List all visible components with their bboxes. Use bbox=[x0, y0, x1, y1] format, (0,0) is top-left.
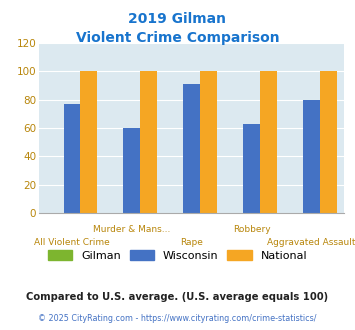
Bar bbox=[124, 128, 140, 213]
Bar bbox=[303, 100, 320, 213]
Text: Aggravated Assault: Aggravated Assault bbox=[267, 238, 355, 247]
Bar bbox=[320, 71, 337, 213]
Bar bbox=[80, 71, 97, 213]
Text: Robbery: Robbery bbox=[233, 225, 271, 234]
Bar bbox=[64, 104, 80, 213]
Text: Rape: Rape bbox=[180, 238, 203, 247]
Bar bbox=[140, 71, 157, 213]
Bar bbox=[260, 71, 277, 213]
Text: All Violent Crime: All Violent Crime bbox=[34, 238, 110, 247]
Bar bbox=[183, 84, 200, 213]
Bar bbox=[243, 124, 260, 213]
Text: 2019 Gilman: 2019 Gilman bbox=[129, 12, 226, 25]
Bar bbox=[200, 71, 217, 213]
Text: © 2025 CityRating.com - https://www.cityrating.com/crime-statistics/: © 2025 CityRating.com - https://www.city… bbox=[38, 314, 317, 323]
Text: Compared to U.S. average. (U.S. average equals 100): Compared to U.S. average. (U.S. average … bbox=[26, 292, 329, 302]
Text: Murder & Mans...: Murder & Mans... bbox=[93, 225, 170, 234]
Text: Violent Crime Comparison: Violent Crime Comparison bbox=[76, 31, 279, 45]
Legend: Gilman, Wisconsin, National: Gilman, Wisconsin, National bbox=[45, 248, 310, 263]
